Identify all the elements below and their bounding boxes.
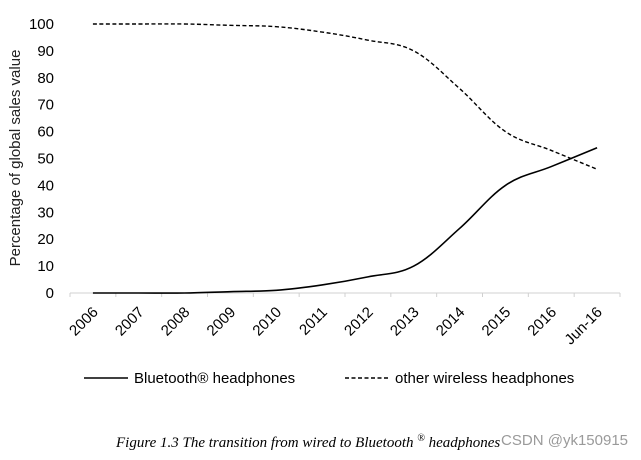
y-tick-label: 50	[37, 151, 54, 168]
watermark: CSDN @yk150915	[501, 432, 628, 449]
y-tick-label: 100	[29, 16, 54, 33]
legend-label-other-wireless: other wireless headphones	[395, 370, 574, 387]
x-tick-label: 2008	[158, 304, 194, 340]
caption-prefix: Figure 1.3 The transition from wired to …	[115, 435, 414, 451]
y-tick-label: 30	[37, 204, 54, 221]
y-tick-label: 10	[37, 258, 54, 275]
y-tick-label: 90	[37, 43, 54, 60]
x-tick-label: 2010	[249, 304, 285, 340]
x-tick-label: 2007	[112, 304, 148, 340]
x-tick-label: 2011	[296, 304, 331, 339]
x-tick-label: 2015	[479, 304, 515, 340]
x-axis-ticks: 2006 2007 2008 2009 2010 2011 2012 2013 2014 2015…	[66, 293, 621, 348]
y-tick-label: 60	[37, 124, 54, 141]
y-tick-label: 70	[37, 97, 54, 114]
legend-label-bluetooth: Bluetooth® headphones	[134, 370, 295, 387]
x-tick-label: 2013	[387, 304, 423, 340]
caption-superscript: ®	[417, 433, 425, 444]
x-tick-label: 2006	[66, 304, 102, 340]
x-tick-label: 2009	[204, 304, 240, 340]
x-tick-label: 2016	[524, 304, 560, 340]
legend: Bluetooth® headphones other wireless hea…	[84, 370, 574, 387]
figure-caption: Figure 1.3 The transition from wired to …	[115, 429, 500, 451]
y-axis-ticks: 0 10 20 30 40 50 60 70 80 90 100	[29, 16, 54, 302]
y-tick-label: 20	[37, 231, 54, 248]
series-layer	[92, 23, 598, 294]
y-axis-label: Percentage of global sales value	[7, 50, 24, 267]
x-tick-label: 2012	[341, 304, 377, 340]
y-tick-label: 40	[37, 177, 54, 194]
y-tick-label: 0	[46, 285, 54, 302]
x-tick-label: Jun-16	[561, 304, 605, 348]
series-line-other-wireless	[92, 23, 598, 170]
caption-suffix: headphones	[429, 435, 501, 451]
x-tick-label: 2014	[433, 304, 469, 340]
series-line-bluetooth	[92, 147, 598, 294]
y-tick-label: 80	[37, 70, 54, 87]
